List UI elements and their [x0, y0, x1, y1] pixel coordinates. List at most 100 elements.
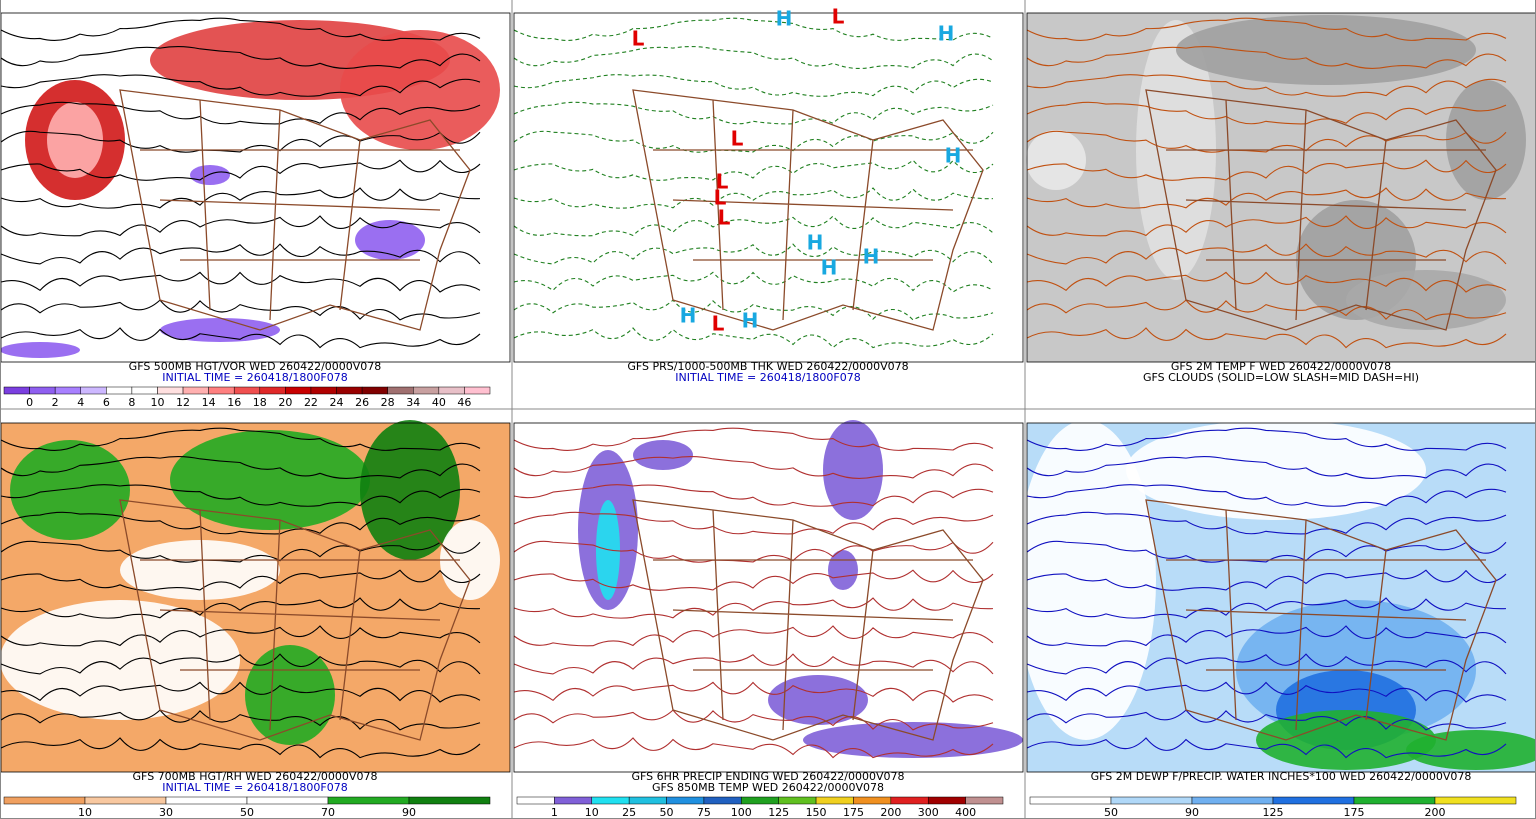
caption: GFS 500MB HGT/VOR WED 260422/0000V078 [129, 360, 382, 373]
pressure-center: H [938, 22, 955, 46]
colorbar-label: 34 [406, 396, 420, 408]
contour-line [513, 455, 994, 480]
contour-line [1026, 17, 1507, 41]
pressure-center: L [716, 170, 729, 194]
colorbar-label: 22 [304, 396, 318, 408]
colorbar-swatch [84, 796, 167, 805]
shaded-region [1406, 730, 1536, 770]
pressure-center: H [807, 231, 824, 255]
contour-line [1026, 737, 1507, 759]
map-panel: GFS 700MB HGT/RH WED 260422/0000V078INIT… [0, 420, 511, 818]
contour-line [1026, 653, 1507, 675]
contour-line [0, 484, 481, 507]
contour-line [1026, 271, 1507, 293]
shaded-region [0, 342, 80, 358]
colorbar-swatch [54, 386, 81, 395]
colorbar-swatch [165, 796, 248, 805]
contour-line [513, 569, 994, 591]
contour-line [0, 653, 481, 675]
colorbar-swatch [438, 386, 465, 395]
contour-line [0, 681, 481, 703]
colorbar-label: 125 [768, 806, 789, 818]
shaded-region [160, 318, 280, 342]
colorbar-label: 6 [103, 396, 110, 408]
colorbar-swatch [387, 386, 414, 395]
contour-line [0, 45, 481, 70]
colorbar-swatch [815, 796, 854, 805]
caption: GFS CLOUDS (SOLID=LOW SLASH=MID DASH=HI) [1143, 371, 1419, 384]
colorbar-label: 24 [330, 396, 344, 408]
contour-line [513, 243, 994, 265]
colorbar-label: 40 [432, 396, 446, 408]
colorbar-swatch [1272, 796, 1355, 805]
map-frame [513, 12, 1024, 363]
colorbar-swatch [666, 796, 705, 805]
map-frame [1026, 12, 1536, 363]
colorbar-label: 25 [622, 806, 636, 818]
colorbar-label: 12 [176, 396, 190, 408]
contour-line [0, 243, 481, 265]
colorbar-swatch [1353, 796, 1436, 805]
colorbar-swatch [1191, 796, 1274, 805]
colorbar-swatch [259, 386, 286, 395]
colorbar-label: 50 [660, 806, 674, 818]
contour-line [1026, 243, 1507, 265]
shaded-region [803, 722, 1023, 758]
shaded-region [440, 520, 500, 600]
colorbar-swatch [310, 386, 337, 395]
contour-line [0, 427, 481, 451]
caption: GFS 2M DEWP F/PRECIP. WATER INCHES*100 W… [1091, 770, 1472, 783]
pressure-center: H [863, 245, 880, 269]
contour-line [513, 653, 994, 675]
colorbar-label: 400 [955, 806, 976, 818]
contour-line [1026, 327, 1507, 349]
border-line [1145, 89, 1497, 331]
colorbar-label: 28 [381, 396, 395, 408]
pressure-center: H [945, 144, 962, 168]
contour-line [1026, 540, 1507, 563]
contour-line [513, 299, 994, 321]
contour-line [513, 540, 994, 563]
contour-line [0, 187, 481, 209]
contour-line [513, 215, 994, 237]
contour-line [0, 625, 481, 647]
colorbar-swatch [516, 796, 555, 805]
colorbar-swatch [327, 796, 410, 805]
contour-line [513, 74, 994, 97]
colorbar-swatch [3, 796, 86, 805]
contour-line [513, 709, 994, 731]
caption: GFS 700MB HGT/RH WED 260422/0000V078 [133, 770, 378, 783]
colorbar-swatch [464, 386, 491, 395]
colorbar-swatch [157, 386, 184, 395]
contour-line [1026, 709, 1507, 731]
map-frame [1026, 422, 1536, 773]
colorbar-swatch [554, 796, 593, 805]
map-frame [0, 422, 511, 773]
colorbar-swatch [778, 796, 817, 805]
colorbar-swatch [1029, 796, 1112, 805]
shaded-region [1346, 270, 1506, 330]
colorbar-swatch [965, 796, 1004, 805]
pressure-center: L [714, 186, 727, 210]
contour-line [1026, 187, 1507, 209]
colorbar-swatch [361, 386, 388, 395]
contour-line [0, 569, 481, 591]
pressure-center: H [680, 304, 697, 328]
contour-line [513, 511, 994, 535]
colorbar-swatch [80, 386, 107, 395]
contour-line [1026, 101, 1507, 125]
colorbar-label: 10 [585, 806, 599, 818]
caption: GFS 850MB TEMP WED 260422/0000V078 [652, 781, 884, 794]
contour-line [513, 17, 994, 41]
pressure-center: L [832, 5, 845, 29]
colorbar-swatch [703, 796, 742, 805]
contour-line [0, 17, 481, 41]
contour-line [513, 484, 994, 507]
contour-line [1026, 597, 1507, 619]
contour-line [1026, 681, 1507, 703]
contour-line [0, 455, 481, 480]
colorbar-swatch [1434, 796, 1517, 805]
caption: INITIAL TIME = 260418/1800F078 [162, 781, 347, 794]
colorbar-label: 26 [355, 396, 369, 408]
